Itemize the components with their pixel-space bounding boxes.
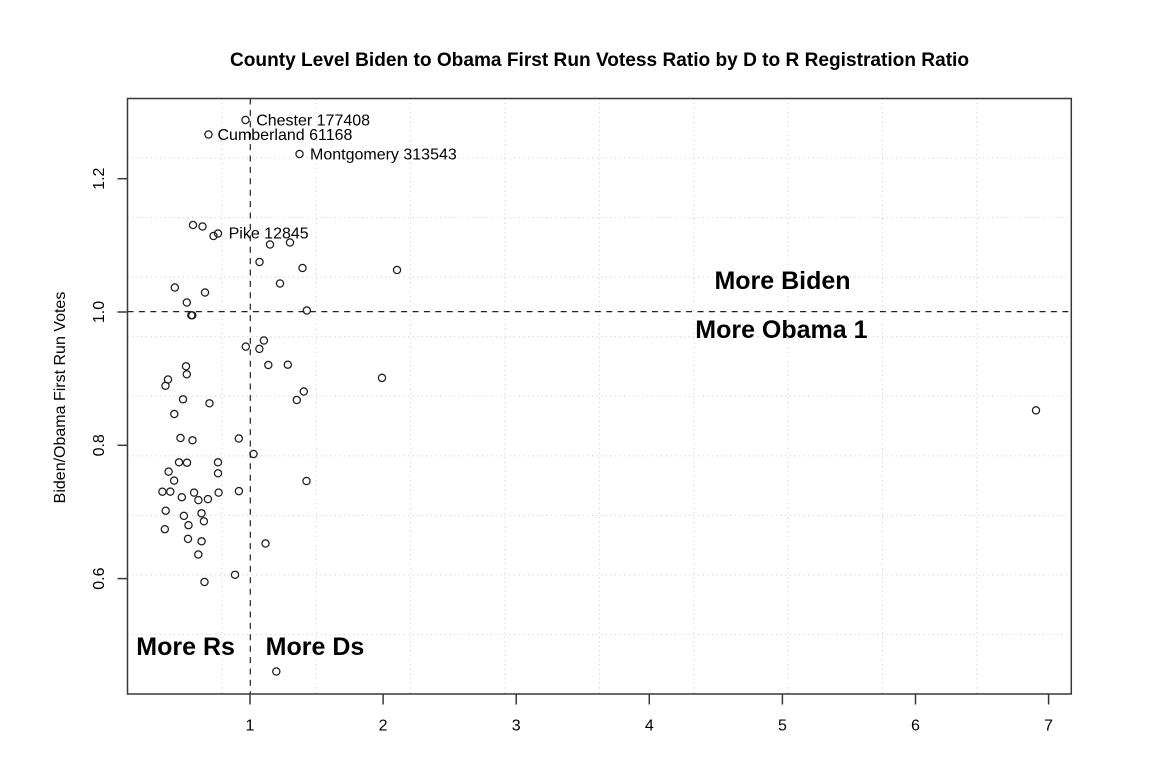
svg-text:5: 5 xyxy=(778,718,787,735)
svg-text:Chester 177408: Chester 177408 xyxy=(256,113,370,130)
svg-text:More Ds: More Ds xyxy=(266,633,365,661)
svg-text:Cumberland 61168: Cumberland 61168 xyxy=(218,127,353,144)
svg-text:4: 4 xyxy=(645,718,654,735)
svg-text:7: 7 xyxy=(1044,718,1053,735)
svg-text:1.0: 1.0 xyxy=(91,301,108,323)
svg-text:1: 1 xyxy=(246,718,255,735)
svg-text:More Obama 1: More Obama 1 xyxy=(695,316,867,344)
svg-text:More Biden: More Biden xyxy=(714,267,850,295)
svg-text:Montgomery 313543: Montgomery 313543 xyxy=(310,147,457,164)
svg-text:Pike 12845: Pike 12845 xyxy=(229,225,309,242)
svg-text:1.2: 1.2 xyxy=(91,167,108,189)
svg-text:0.6: 0.6 xyxy=(91,567,108,589)
svg-text:2: 2 xyxy=(379,718,388,735)
svg-text:0.8: 0.8 xyxy=(91,434,108,456)
svg-text:6: 6 xyxy=(911,718,920,735)
svg-text:County Level Biden to Obama Fi: County Level Biden to Obama First Run Vo… xyxy=(230,50,969,71)
svg-text:More Rs: More Rs xyxy=(136,633,235,661)
svg-text:3: 3 xyxy=(512,718,521,735)
svg-text:Biden/Obama First Run Votes: Biden/Obama First Run Votes xyxy=(52,292,69,504)
